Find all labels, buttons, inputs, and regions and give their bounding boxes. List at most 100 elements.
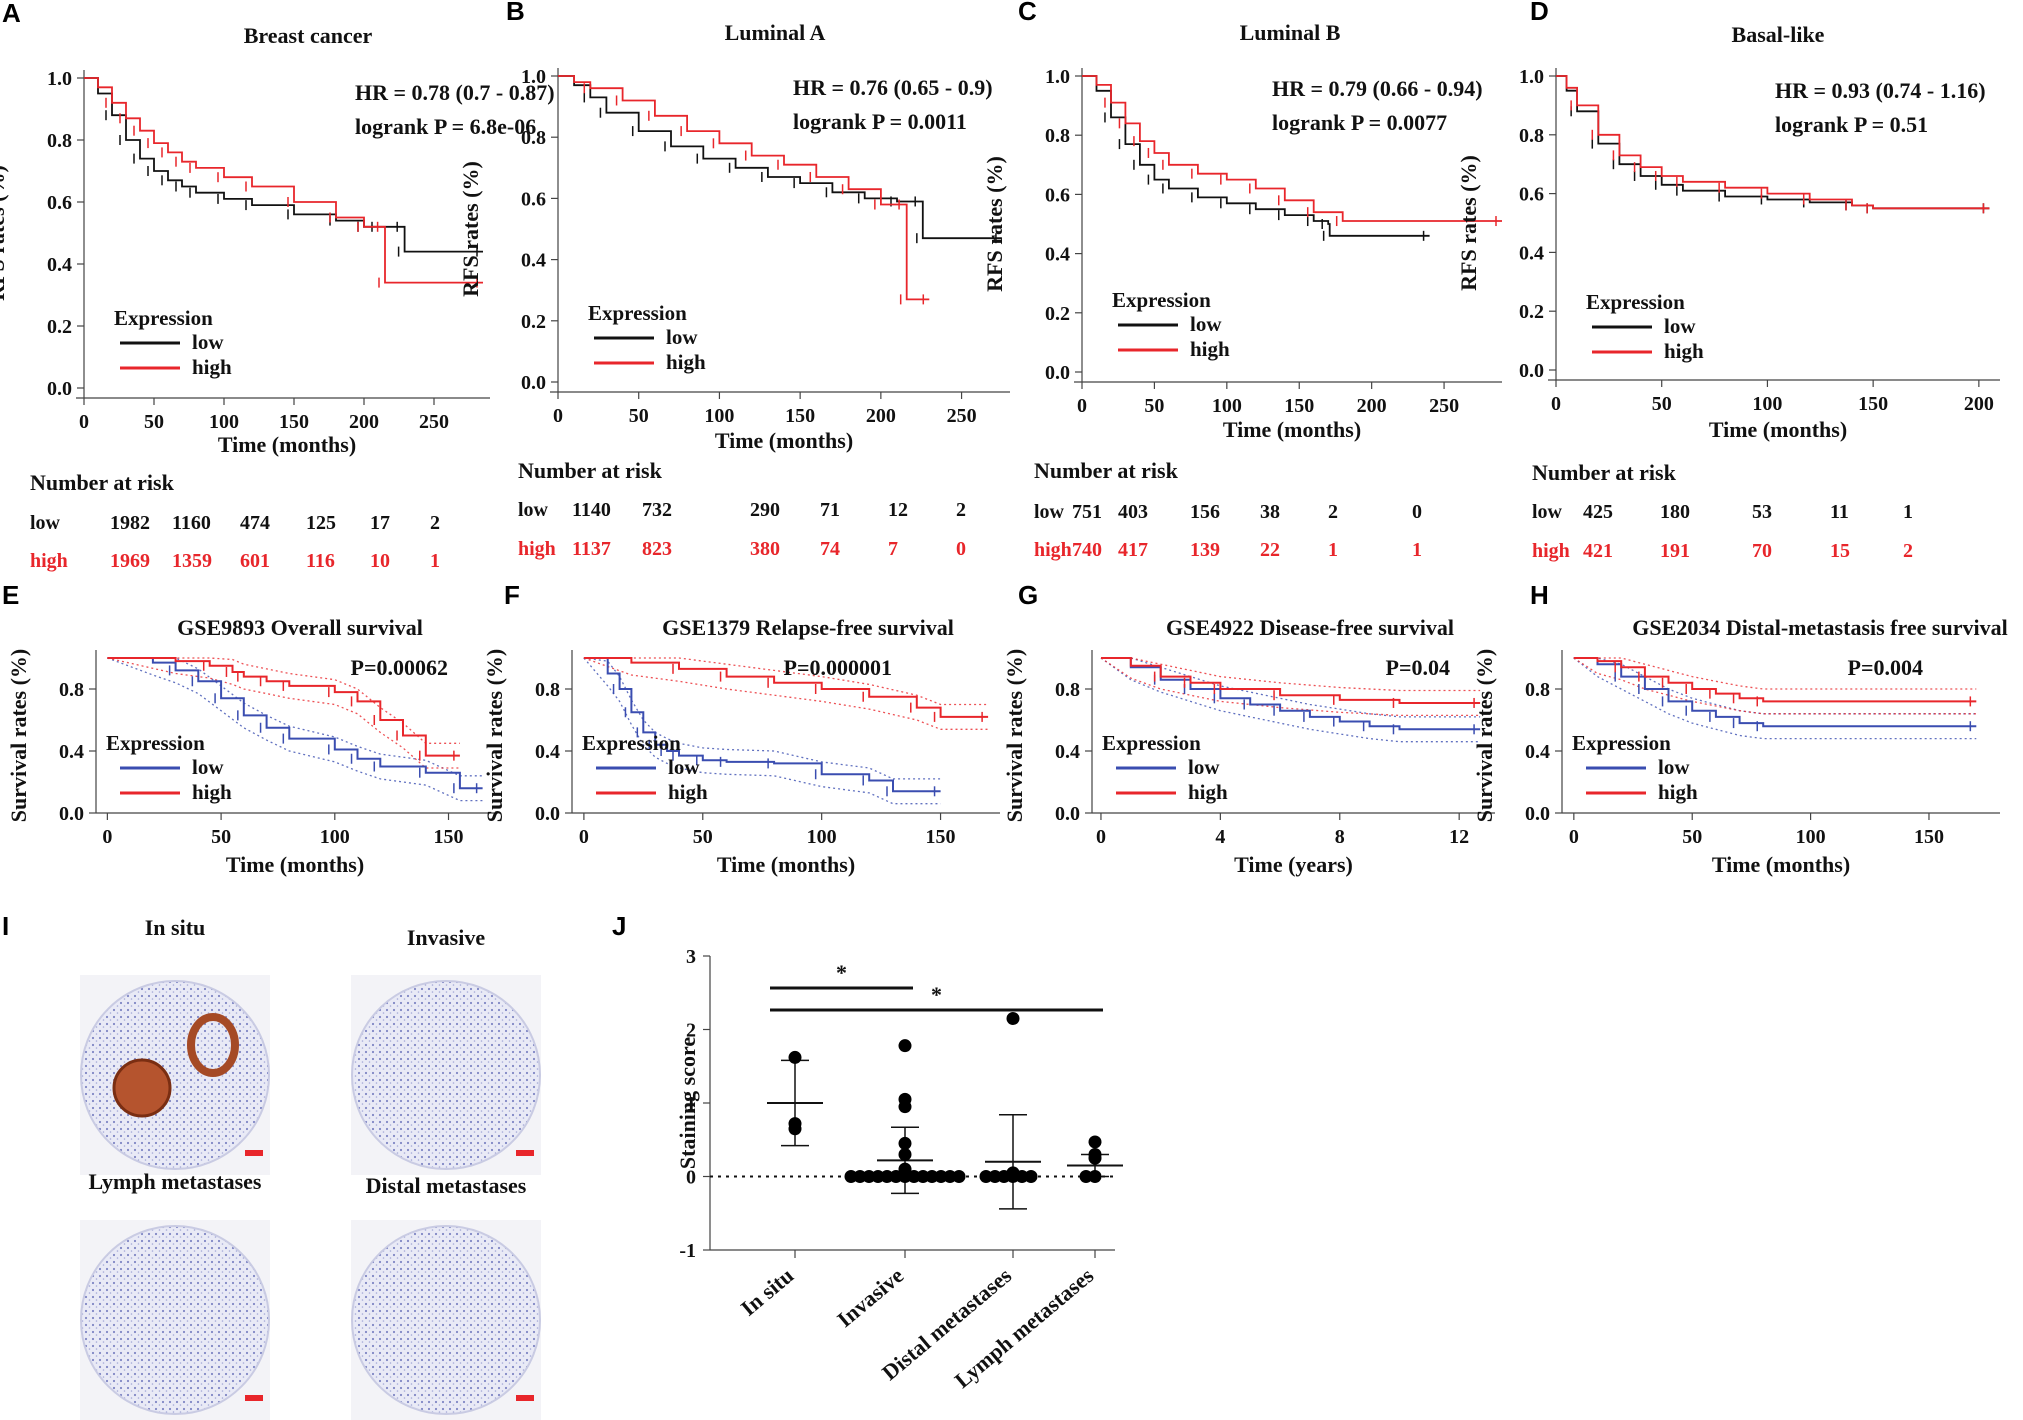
risk-table-header: Number at risk <box>1034 458 1179 483</box>
risk-value-high: 1 <box>430 550 440 572</box>
y-tick-label: 0.0 <box>521 372 546 394</box>
chart-title: GSE2034 Distal-metastasis free survival <box>1632 615 2007 640</box>
risk-row-label-high: high <box>1532 540 1570 562</box>
legend-label-low: low <box>192 755 224 779</box>
ihc-label-distal-metastases: Distal metastases <box>366 1173 527 1198</box>
legend-label-low: low <box>192 330 224 354</box>
x-tick-label: 200 <box>1964 393 1994 415</box>
risk-value-low: 180 <box>1660 501 1690 523</box>
y-tick-label: -1 <box>679 1240 696 1262</box>
survival-curve-high <box>1556 75 1990 210</box>
km-panel-c: C Luminal B 0 50 100 150 200 250 0.0 0.2 0.4 0.6 0.8… <box>982 0 1502 561</box>
confidence-band-low <box>583 657 941 805</box>
legend-label-high: high <box>1658 780 1698 804</box>
stat-text: HR = 0.78 (0.7 - 0.87) <box>355 80 555 105</box>
stat-text: P=0.00062 <box>351 655 448 680</box>
dab-stained-duct <box>187 1013 239 1077</box>
confidence-band-high <box>1101 657 1481 692</box>
y-tick-label: 0.4 <box>521 250 546 272</box>
x-axis-label: Time (months) <box>717 852 855 877</box>
data-point <box>1024 1170 1038 1183</box>
stat-text: logrank P = 0.51 <box>1775 112 1928 137</box>
risk-value-low: 1 <box>1903 501 1913 523</box>
legend-label-high: high <box>1664 339 1704 363</box>
risk-value-low: 17 <box>370 512 390 534</box>
risk-table-header: Number at risk <box>1532 460 1677 485</box>
y-tick-label: 1.0 <box>521 66 546 88</box>
confidence-band-high <box>1100 657 1481 717</box>
risk-value-low: 11 <box>1830 501 1849 523</box>
risk-value-high: 380 <box>750 538 780 560</box>
y-tick-label: 1 <box>686 1093 696 1115</box>
data-point <box>788 1050 802 1064</box>
x-tick-label: 150 <box>1914 826 1944 848</box>
survival-curve-high <box>1082 75 1502 222</box>
y-tick-label: 0.4 <box>47 254 72 276</box>
risk-row-label-low: low <box>1532 501 1563 523</box>
x-axis-label: Time (years) <box>1234 852 1353 877</box>
legend-label-low: low <box>1664 314 1696 338</box>
y-tick-label: 0.6 <box>1045 184 1070 206</box>
risk-table-header: Number at risk <box>518 458 663 483</box>
y-axis-label: RFS rates (%) <box>1456 155 1481 291</box>
chart-title: Basal-like <box>1732 22 1825 47</box>
panel-label-a: A <box>2 0 21 28</box>
x-tick-label: 200 <box>349 411 379 433</box>
survival-curve-high <box>1573 657 1977 703</box>
legend-label-high: high <box>1190 337 1230 361</box>
x-tick-label: 0 <box>1569 826 1579 848</box>
scale-bar <box>245 1395 263 1401</box>
x-tick-label: 150 <box>279 411 309 433</box>
x-tick-label: 150 <box>1284 395 1314 417</box>
x-tick-label: 100 <box>704 405 734 427</box>
ihc-core-invasive <box>351 980 541 1170</box>
risk-row-label-low: low <box>518 499 549 521</box>
risk-row-label-high: high <box>1034 539 1072 561</box>
y-tick-label: 0.0 <box>1519 360 1544 382</box>
panel-label-g: G <box>1018 580 1038 610</box>
chart-title: GSE9893 Overall survival <box>177 615 423 640</box>
risk-value-low: 2 <box>956 499 966 521</box>
y-tick-label: 0.8 <box>535 679 560 701</box>
y-tick-label: 0.0 <box>1055 803 1080 825</box>
x-tick-label: 0 <box>579 826 589 848</box>
survival-curve-high <box>107 657 460 757</box>
data-point <box>988 1170 1002 1183</box>
x-tick-label: 4 <box>1215 826 1225 848</box>
risk-value-low: 71 <box>820 499 840 521</box>
km-panel-f: F GSE1379 Relapse-free survival 0 50 100 150 0… <box>482 580 1000 877</box>
data-point <box>997 1170 1011 1183</box>
significance-star: * <box>931 982 942 1007</box>
scale-bar <box>516 1150 534 1156</box>
y-tick-label: 0.0 <box>535 803 560 825</box>
risk-value-low: 403 <box>1118 501 1148 523</box>
x-tick-label: 250 <box>1429 395 1459 417</box>
panel-label-j: J <box>612 911 626 941</box>
x-axis-label: Time (months) <box>715 428 853 453</box>
survival-curve-high <box>84 77 483 284</box>
panel-label-h: H <box>1530 580 1549 610</box>
x-tick-label: 0 <box>79 411 89 433</box>
risk-value-low: 12 <box>888 499 908 521</box>
x-tick-label: 250 <box>947 405 977 427</box>
ihc-core-distal-metastases <box>351 1225 541 1415</box>
x-tick-label: 12 <box>1449 826 1469 848</box>
y-tick-label: 0.0 <box>59 803 84 825</box>
x-tick-label: 150 <box>434 826 464 848</box>
risk-value-high: 0 <box>956 538 966 560</box>
risk-value-high: 139 <box>1190 539 1220 561</box>
x-tick-label: 50 <box>211 826 231 848</box>
confidence-band-high <box>1573 657 1977 715</box>
y-axis-label: RFS rates (%) <box>982 156 1007 292</box>
x-tick-label: 50 <box>1682 826 1702 848</box>
risk-value-high: 2 <box>1903 540 1913 562</box>
legend-title: Expression <box>106 731 205 755</box>
data-point <box>979 1170 993 1183</box>
confidence-band-high <box>583 657 989 706</box>
risk-value-high: 740 <box>1072 539 1102 561</box>
x-axis-label: Time (months) <box>218 432 356 457</box>
risk-value-low: 125 <box>306 512 336 534</box>
x-tick-label: 50 <box>1144 395 1164 417</box>
legend-label-low: low <box>1188 755 1220 779</box>
y-tick-label: 0.2 <box>521 311 546 333</box>
